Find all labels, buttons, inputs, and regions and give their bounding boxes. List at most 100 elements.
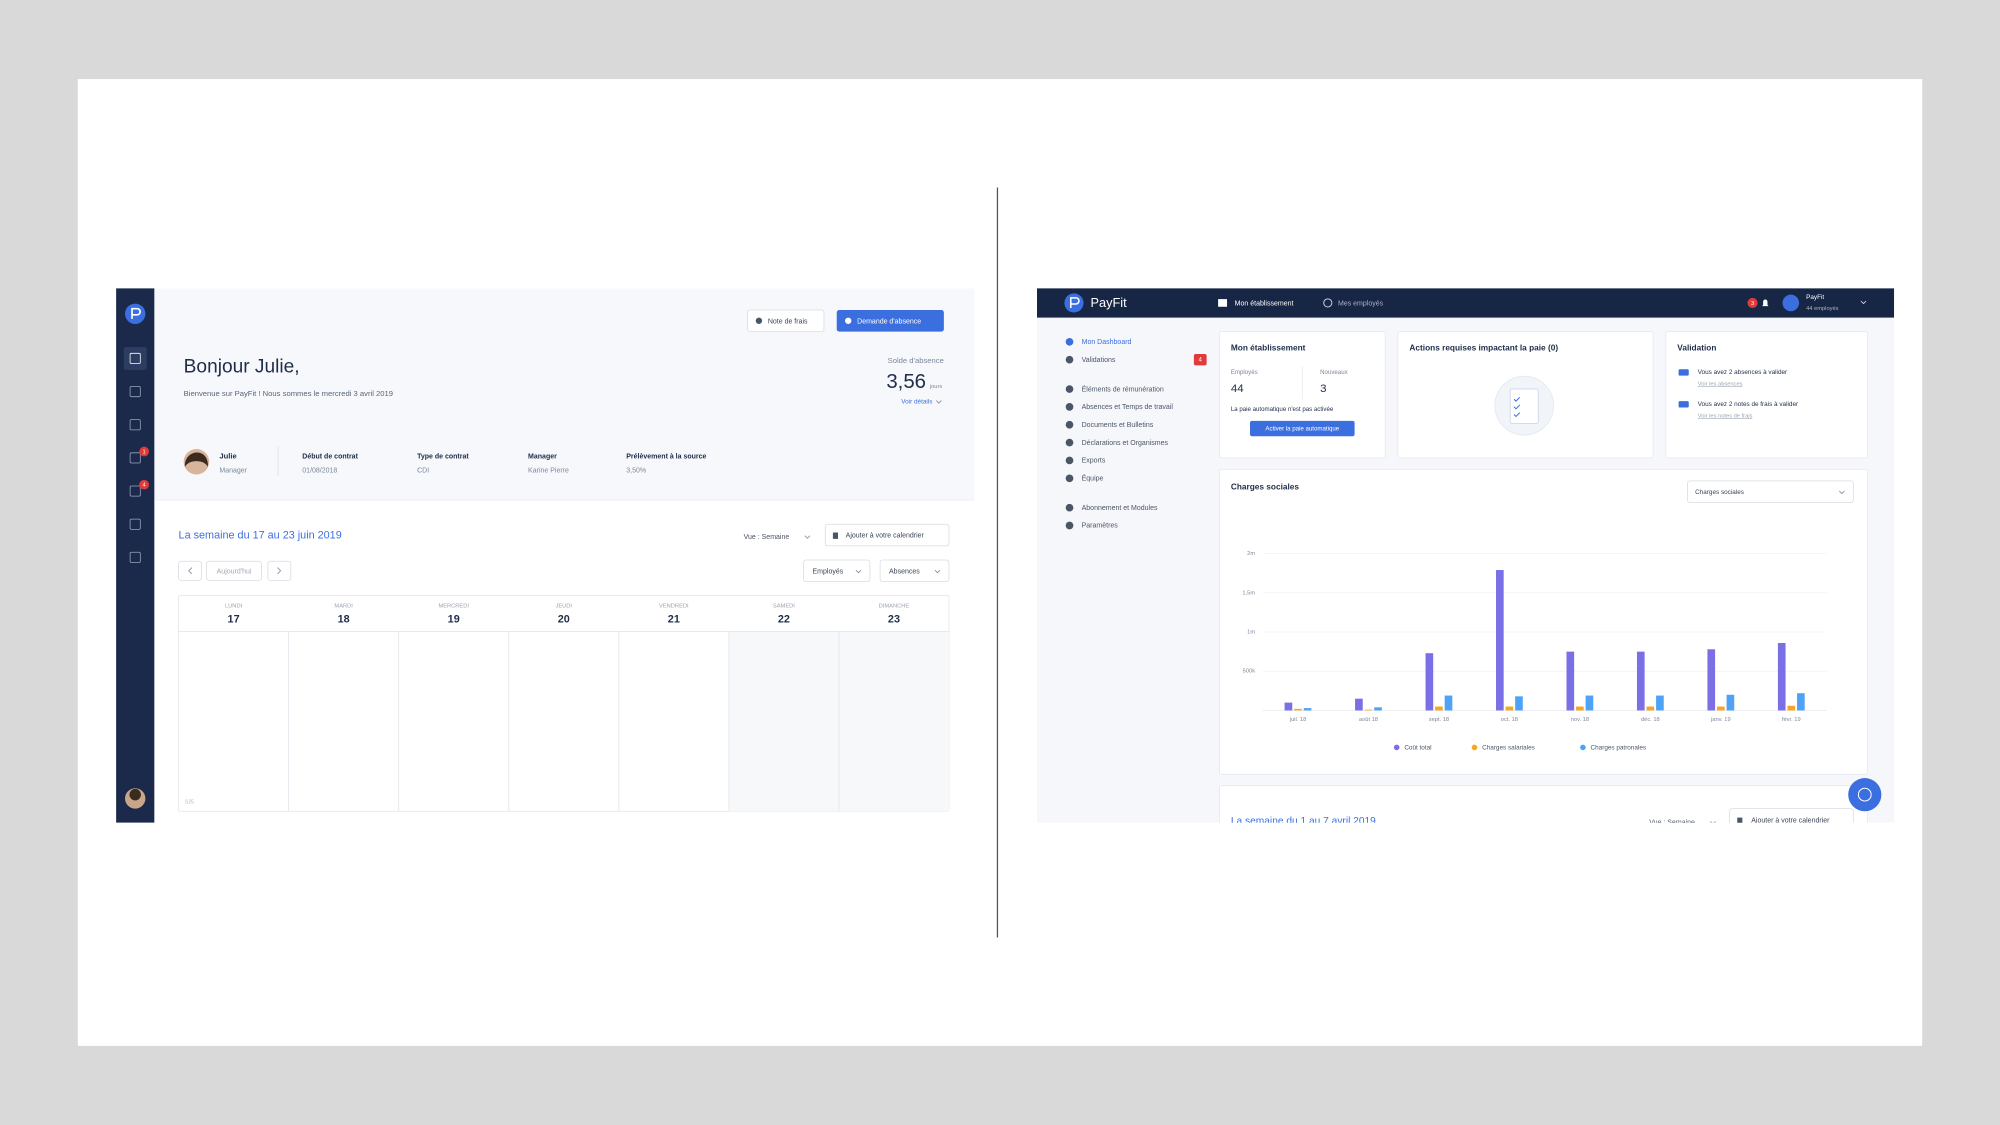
- day-name: SAMEDI: [773, 603, 795, 609]
- card-title: Mon établissement: [1231, 342, 1306, 352]
- stat-label: Nouveaux: [1320, 369, 1348, 376]
- menu-icon: [1065, 474, 1074, 483]
- notification-badge: [1747, 297, 1758, 309]
- day-date: 23: [888, 614, 900, 626]
- illustration-check: [1513, 412, 1521, 418]
- nav-badge-text: 4: [143, 483, 147, 489]
- x-tick-label: déc. 18: [1641, 717, 1660, 723]
- bar: [1303, 708, 1312, 711]
- menu-icon: [1065, 385, 1074, 393]
- next-button[interactable]: [267, 560, 292, 581]
- validation-card: [1665, 331, 1868, 459]
- balance-value: 3,56: [886, 371, 926, 393]
- calendar-title: La semaine du 17 au 23 juin 2019: [179, 530, 342, 542]
- logo: [125, 303, 146, 324]
- menu-item[interactable]: Documents et Bulletins: [1082, 422, 1154, 429]
- nav-icon[interactable]: [129, 419, 141, 431]
- day-name: LUNDI: [225, 603, 243, 609]
- calendar-title: La semaine du 1 au 7 avril 2019: [1231, 816, 1376, 827]
- help-button[interactable]: [1848, 778, 1882, 812]
- balance-unit: jours: [929, 384, 943, 390]
- nav-icon[interactable]: [129, 518, 141, 530]
- nav-icon[interactable]: [129, 551, 141, 563]
- day-name: MARDI: [334, 603, 353, 609]
- nav-icon[interactable]: [129, 352, 141, 364]
- view-select[interactable]: Vue : Semaine: [744, 534, 790, 541]
- button-label: Note de frais: [768, 318, 808, 325]
- illustration-check: [1513, 396, 1521, 402]
- day-name: JEUDI: [556, 603, 573, 609]
- filter-label: Absences: [889, 568, 920, 575]
- menu-icon: [1065, 355, 1074, 364]
- chart-select[interactable]: [1687, 480, 1854, 503]
- balance-label: Solde d'absence: [888, 356, 944, 365]
- field-value: CDI: [417, 468, 429, 475]
- nav-icon[interactable]: [129, 386, 141, 398]
- chevron-icon: [1838, 490, 1845, 495]
- logo-mark: [1070, 297, 1080, 309]
- add-calendar-label: Ajouter à votre calendrier: [846, 533, 925, 540]
- day-date: 20: [558, 614, 570, 626]
- today-button[interactable]: [206, 560, 262, 581]
- validation-link[interactable]: Voir les absences: [1698, 381, 1743, 387]
- prev-button[interactable]: [178, 560, 202, 581]
- nav-item[interactable]: Mon établissement: [1235, 300, 1294, 307]
- bar: [1425, 653, 1434, 711]
- button-expense[interactable]: [747, 309, 825, 333]
- greeting: Bonjour Julie,: [184, 356, 300, 377]
- menu-item[interactable]: Équipe: [1082, 474, 1104, 483]
- bar: [1515, 696, 1523, 711]
- activate-button[interactable]: [1250, 420, 1355, 437]
- day-date: 17: [228, 614, 240, 626]
- bar: [1355, 698, 1363, 711]
- menu-item[interactable]: Mon Dashboard: [1082, 339, 1132, 346]
- stat-label: Employés: [1231, 369, 1258, 376]
- day-name: MERCREDI: [438, 603, 469, 609]
- validation-icon: [1678, 401, 1689, 408]
- x-tick-label: oct. 18: [1501, 717, 1518, 723]
- menu-item[interactable]: Déclarations et Organismes: [1082, 440, 1169, 447]
- account-name: PayFit: [1806, 294, 1824, 301]
- illustration-clipboard: [1509, 388, 1539, 424]
- menu-item[interactable]: Paramètres: [1082, 523, 1119, 530]
- add-calendar-button[interactable]: [824, 523, 950, 547]
- add-calendar-button[interactable]: [1729, 808, 1854, 831]
- legend-label: Charges patronales: [1591, 745, 1647, 752]
- menu-item[interactable]: Exports: [1082, 458, 1106, 465]
- illustration-check: [1513, 404, 1521, 410]
- calendar-card: [1219, 785, 1868, 823]
- menu-item[interactable]: Validations: [1082, 357, 1116, 364]
- day-date: 19: [448, 614, 460, 626]
- brand: PayFit: [1091, 295, 1128, 310]
- menu-icon: [1065, 403, 1074, 411]
- welcome-text: Bienvenue sur PayFit ! Nous sommes le me…: [184, 389, 393, 398]
- user-avatar-hair: [129, 788, 141, 801]
- nav-icon[interactable]: [129, 452, 141, 464]
- menu-icon: [1065, 521, 1074, 530]
- chart-title: Charges sociales: [1231, 481, 1300, 491]
- validation-link[interactable]: Voir les notes de frais: [1698, 413, 1753, 419]
- menu-icon: [1065, 420, 1074, 429]
- day-date: 22: [778, 614, 790, 626]
- y-tick-label: 1,5m: [1242, 590, 1255, 596]
- filter-employees[interactable]: [803, 559, 871, 583]
- menu-item[interactable]: Abonnement et Modules: [1082, 505, 1158, 512]
- balance-link[interactable]: Voir détails: [901, 398, 932, 405]
- chevron-icon: [188, 567, 193, 575]
- bell-icon: [1762, 299, 1769, 307]
- bar: [1374, 707, 1382, 711]
- bar: [1444, 695, 1453, 711]
- bar: [1646, 706, 1655, 711]
- button-absence[interactable]: [836, 309, 944, 332]
- filter-absences[interactable]: [879, 559, 950, 583]
- chevron-icon: [935, 400, 942, 404]
- nav-item[interactable]: Mes employés: [1338, 300, 1384, 307]
- sidebar: [116, 288, 155, 823]
- menu-item[interactable]: Éléments de rémunération: [1082, 384, 1164, 393]
- menu-item[interactable]: Absences et Temps de travail: [1082, 404, 1174, 411]
- view-select[interactable]: Vue : Semaine: [1649, 820, 1695, 827]
- legend-label: Charges salariales: [1482, 745, 1535, 752]
- nav-icon[interactable]: [129, 485, 141, 497]
